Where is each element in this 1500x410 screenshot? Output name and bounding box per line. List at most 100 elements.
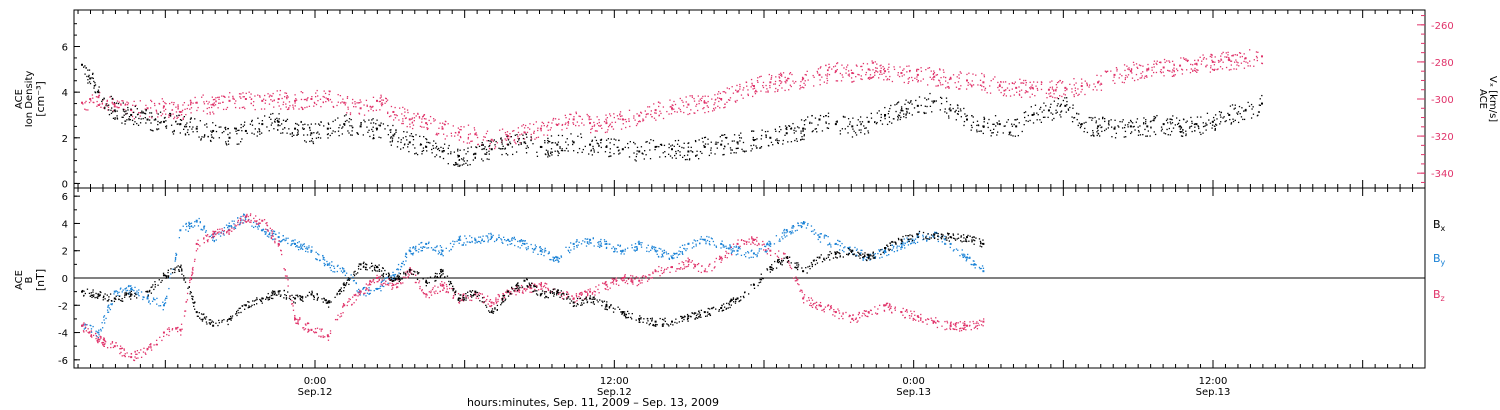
point-ion density: [502, 145, 504, 147]
point-vx: [874, 74, 876, 76]
point-ion density: [179, 118, 182, 121]
point-vx: [619, 115, 622, 118]
point-bz: [842, 317, 844, 320]
point-vx: [653, 117, 656, 119]
point-vx: [521, 125, 523, 127]
point-ion density: [1180, 126, 1183, 128]
point-vx: [1110, 70, 1112, 72]
point-vx: [324, 92, 327, 95]
point-ion density: [1024, 116, 1026, 119]
point-by: [738, 246, 741, 248]
point-ion density: [949, 107, 951, 109]
point-ion density: [242, 125, 244, 128]
point-by: [327, 264, 329, 266]
point-ion density: [756, 138, 758, 140]
point-by: [511, 237, 514, 239]
point-by: [134, 286, 136, 289]
point-vx: [358, 112, 360, 114]
point-vx: [845, 68, 847, 71]
point-by: [747, 250, 749, 253]
point-vx: [869, 69, 871, 71]
point-by: [663, 249, 666, 252]
point-ion density: [184, 133, 187, 135]
point-ion density: [189, 121, 191, 123]
point-vx: [832, 66, 835, 68]
point-ion density: [410, 133, 413, 135]
point-ion density: [1003, 125, 1005, 127]
point-vx: [670, 113, 673, 115]
point-ion density: [1240, 116, 1243, 118]
point-by: [534, 247, 537, 249]
point-vx: [966, 79, 968, 82]
point-vx: [1031, 93, 1033, 95]
point-ion density: [139, 122, 142, 124]
point-ion density: [1104, 117, 1106, 120]
point-by: [973, 263, 975, 265]
point-vx: [514, 141, 516, 143]
point-bz: [720, 256, 723, 259]
point-by: [143, 296, 145, 298]
point-vx: [84, 108, 86, 110]
point-by: [383, 285, 385, 288]
point-by: [523, 242, 526, 245]
point-by: [533, 249, 535, 251]
point-by: [555, 256, 557, 258]
point-by: [611, 247, 613, 250]
point-ion density: [1247, 101, 1249, 104]
point-ion density: [825, 115, 827, 117]
point-ion density: [1171, 122, 1174, 124]
point-ion density: [210, 130, 212, 132]
point-by: [532, 251, 534, 253]
point-by: [116, 290, 118, 293]
point-ion density: [394, 133, 396, 135]
point-ion density: [727, 143, 729, 145]
point-ion density: [273, 120, 276, 122]
point-vx: [871, 62, 874, 64]
point-vx: [1219, 66, 1222, 68]
point-ion density: [122, 116, 124, 118]
point-ion density: [389, 137, 392, 139]
point-by: [698, 242, 701, 244]
point-by: [843, 251, 845, 253]
point-ion density: [326, 127, 329, 130]
point-vx: [785, 79, 788, 82]
point-vx: [1146, 70, 1148, 72]
point-vx: [705, 102, 708, 104]
point-by: [256, 226, 259, 228]
point-vx: [507, 135, 510, 138]
point-by: [461, 244, 463, 246]
point-ion density: [738, 134, 740, 136]
point-ion density: [495, 140, 497, 143]
point-by: [877, 252, 879, 255]
point-vx: [922, 78, 925, 80]
point-vx: [1261, 62, 1264, 65]
point-ion density: [1012, 135, 1014, 137]
point-by: [324, 263, 326, 266]
point-by: [148, 300, 150, 302]
point-vx: [759, 76, 761, 78]
point-vx: [1137, 78, 1139, 81]
point-ion density: [142, 117, 144, 120]
point-by: [555, 255, 557, 258]
point-vx: [932, 73, 934, 76]
point-vx: [1194, 70, 1197, 72]
point-vx: [1176, 69, 1179, 72]
top-left-tick-label: 0: [62, 179, 68, 190]
point-vx: [1121, 81, 1124, 83]
point-vx: [704, 95, 706, 97]
point-by: [779, 240, 781, 242]
point-by: [188, 227, 191, 230]
point-vx: [382, 99, 385, 101]
point-vx: [101, 102, 104, 104]
point-vx: [228, 99, 231, 102]
point-ion density: [735, 147, 737, 150]
point-vx: [638, 120, 641, 122]
point-vx: [989, 92, 992, 94]
point-vx: [689, 112, 691, 115]
point-vx: [1008, 83, 1010, 85]
point-vx: [979, 79, 982, 81]
point-vx: [1173, 63, 1175, 66]
point-ion density: [104, 107, 106, 110]
point-vx: [568, 118, 571, 120]
point-vx: [702, 95, 704, 98]
